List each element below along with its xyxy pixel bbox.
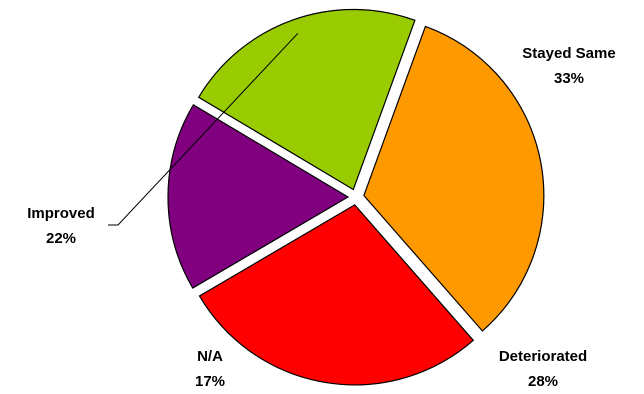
slice-label-stayed-same: Stayed Same [522, 45, 615, 62]
pie-slice-improved [197, 8, 416, 191]
slice-percent-n-a: 17% [195, 373, 225, 390]
slice-label-n-a: N/A [197, 348, 223, 365]
pie-slice-n-a [167, 103, 350, 289]
leader-line-improved [108, 33, 299, 226]
pie-labels: Stayed Same 33% Deteriorated 28% N/A 17% Impro… [27, 33, 616, 390]
slice-percent-deteriorated: 28% [528, 373, 558, 390]
slice-label-deteriorated: Deteriorated [499, 348, 587, 365]
pie-slice-deteriorated [198, 204, 475, 386]
pie-slice-stayed-same [363, 25, 545, 332]
slice-percent-improved: 22% [46, 230, 76, 247]
slice-percent-stayed-same: 33% [554, 70, 584, 87]
slice-label-improved: Improved [27, 205, 95, 222]
pie-slices [167, 8, 545, 386]
